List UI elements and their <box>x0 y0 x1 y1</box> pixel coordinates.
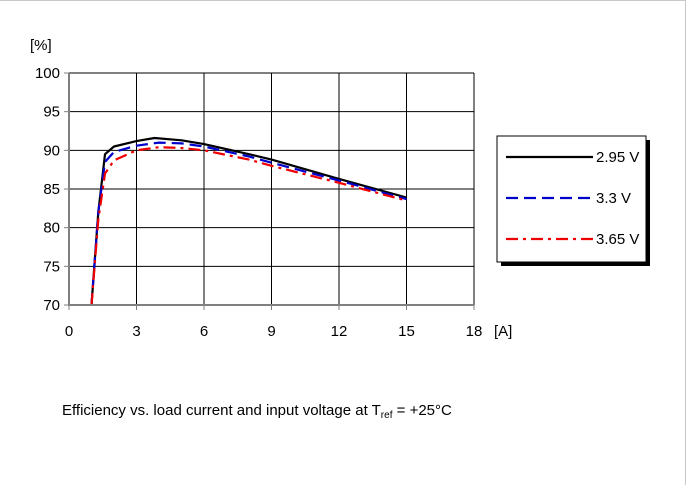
series-line <box>90 136 407 306</box>
legend-label: 2.95 V <box>596 149 639 166</box>
x-tick-label: 15 <box>398 323 415 340</box>
y-tick-label: 75 <box>43 258 60 275</box>
x-tick-label: 0 <box>65 323 73 340</box>
legend-label: 3.3 V <box>596 190 631 207</box>
y-axis-label: [%] <box>30 37 52 54</box>
figure-caption: Efficiency vs. load current and input vo… <box>62 402 452 421</box>
y-tick-label: 95 <box>43 104 60 121</box>
y-tick-label: 80 <box>43 220 60 237</box>
tick-labels: 70 75 80 85 90 95 100 0 3 6 9 12 15 18 <box>35 65 482 340</box>
legend-label: 3.65 V <box>596 231 639 248</box>
x-tick-label: 6 <box>200 323 208 340</box>
caption-main: Efficiency vs. load current and input vo… <box>62 402 381 419</box>
axes <box>64 72 475 310</box>
series-lines <box>90 136 407 306</box>
caption-tail: = +25°C <box>392 402 452 419</box>
series-line <box>90 146 407 306</box>
legend: 2.95 V 3.3 V 3.65 V <box>496 135 650 266</box>
caption-subscript: ref <box>380 410 393 421</box>
x-tick-label: 12 <box>331 323 348 340</box>
y-tick-label: 85 <box>43 181 60 198</box>
x-axis-label: [A] <box>494 323 512 340</box>
x-tick-label: 9 <box>267 323 275 340</box>
y-tick-label: 90 <box>43 142 60 159</box>
series-line <box>90 141 407 306</box>
grid <box>69 72 475 305</box>
x-tick-label: 18 <box>466 323 483 340</box>
y-tick-label: 100 <box>35 65 60 82</box>
x-tick-label: 3 <box>132 323 140 340</box>
y-tick-label: 70 <box>43 297 60 314</box>
